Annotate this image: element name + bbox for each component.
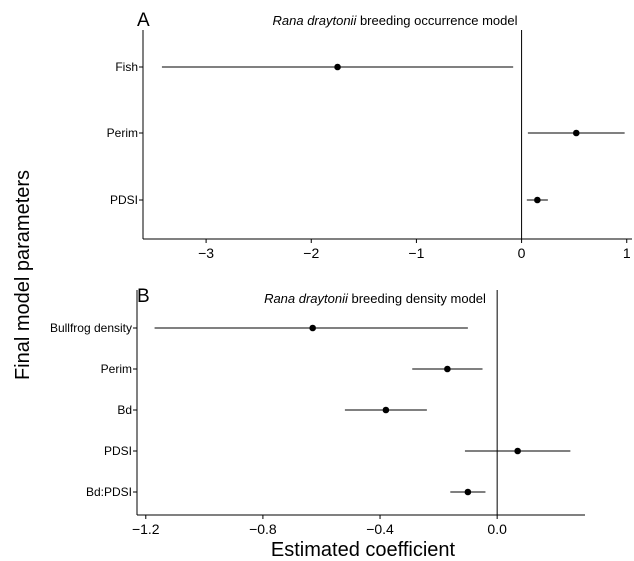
panel-a: A Rana draytonii breeding occurrence mode… — [107, 10, 632, 261]
x-tick-label: −3 — [198, 245, 214, 261]
y-tick-label: Perim — [101, 362, 132, 376]
panel-letter: A — [137, 10, 150, 31]
panel-title-rest: breeding occurrence model — [356, 13, 517, 28]
panel-b: B Rana draytonii breeding density model −1… — [50, 286, 585, 537]
estimate-point — [309, 324, 316, 332]
figure-y-axis-title: Final model parameters — [12, 170, 34, 380]
estimate-point — [534, 196, 541, 204]
y-tick-label: Fish — [115, 60, 138, 74]
x-tick-label: −1.2 — [132, 521, 160, 537]
x-tick-label: 1 — [623, 245, 631, 261]
estimate-point — [444, 365, 451, 373]
x-tick-label: −0.8 — [249, 521, 277, 537]
panel-title-species: Rana draytonii — [264, 291, 349, 306]
panel-title: Rana draytonii breeding density model — [264, 291, 486, 306]
y-tick-label: Bd:PDSI — [86, 485, 132, 499]
estimate-point — [464, 488, 472, 496]
x-tick-label: −2 — [303, 245, 319, 261]
estimate-point — [572, 129, 580, 137]
y-tick-label: Perim — [107, 126, 138, 140]
panel-title-rest: breeding density model — [348, 291, 486, 306]
y-tick-label: PDSI — [104, 444, 132, 458]
panel-letter: B — [137, 286, 150, 307]
estimate-point — [514, 447, 521, 455]
x-tick-label: −1 — [408, 245, 424, 261]
estimate-point — [382, 406, 390, 414]
x-tick-label: −0.4 — [366, 521, 394, 537]
x-tick-label: 0 — [518, 245, 526, 261]
panel-title: Rana draytonii breeding occurrence model — [273, 13, 518, 28]
y-tick-label: PDSI — [110, 193, 138, 207]
y-tick-label: Bd — [117, 403, 132, 417]
figure-x-axis-title: Estimated coefficient — [271, 539, 456, 561]
panel-title-species: Rana draytonii — [273, 13, 358, 28]
panels-group: A Rana draytonii breeding occurrence mode… — [50, 10, 632, 537]
x-tick-label: 0.0 — [487, 521, 507, 537]
estimate-point — [334, 63, 341, 71]
y-tick-label: Bullfrog density — [50, 321, 132, 335]
